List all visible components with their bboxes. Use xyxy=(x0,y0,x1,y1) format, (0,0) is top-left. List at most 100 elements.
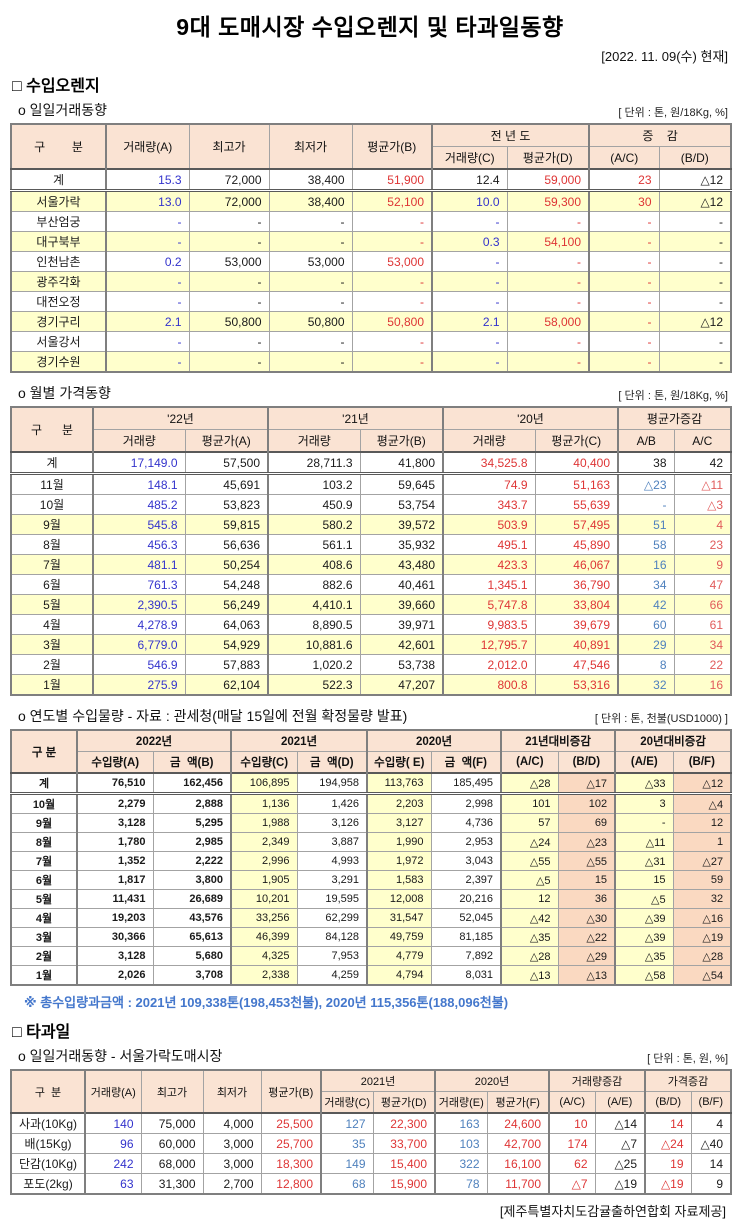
column-header: (A/C) xyxy=(500,751,559,774)
provider-note: [제주특별자치도감귤출하연합회 자료제공] xyxy=(499,1204,726,1219)
data-cell: 47,546 xyxy=(534,654,619,675)
data-cell: 16 xyxy=(617,554,675,575)
data-cell: 65,613 xyxy=(152,927,232,947)
data-cell: 25,500 xyxy=(260,1112,322,1134)
data-cell: 76,510 xyxy=(76,772,154,794)
data-cell: 2.1 xyxy=(105,311,190,332)
data-cell: 45,890 xyxy=(534,534,619,555)
data-cell: △5 xyxy=(500,870,559,890)
data-cell: 1 xyxy=(672,832,732,852)
row-label: 9월 xyxy=(10,514,94,535)
data-cell: △39 xyxy=(614,927,674,947)
data-cell: - xyxy=(268,291,353,312)
table-row: 2월 546.9 57,883 1,020.2 53,738 2,012.0 47,546 8… xyxy=(10,654,732,675)
column-header: 거래량증감 xyxy=(547,1069,646,1092)
unit-note-monthly: [ 단위 : 톤, 원/18Kg, %] xyxy=(618,390,728,402)
data-cell: 41,800 xyxy=(359,451,444,474)
data-cell: 10,201 xyxy=(230,889,298,909)
row-label: 5월 xyxy=(10,594,94,615)
data-cell: △27 xyxy=(672,851,732,871)
data-cell: 4,278.9 xyxy=(92,614,186,635)
data-cell: 3 xyxy=(614,793,674,814)
data-cell: △54 xyxy=(672,965,732,986)
column-header: 2020년 xyxy=(366,729,502,752)
data-cell: 9 xyxy=(673,554,732,575)
column-header: 최저가 xyxy=(268,123,353,170)
data-cell: 35 xyxy=(320,1133,374,1154)
data-cell: 59,815 xyxy=(184,514,269,535)
column-header: 금 액(B) xyxy=(152,751,232,774)
data-cell: 4,325 xyxy=(230,946,298,966)
table-row: 대구북부 - - - -0.3 54,100- - xyxy=(10,231,732,252)
table-row: 인천남촌 0.2 53,000 53,000 53,000- - - - xyxy=(10,251,732,272)
column-header: 수입량(C) xyxy=(230,751,298,774)
data-cell: 162,456 xyxy=(152,772,232,794)
data-cell: △7 xyxy=(548,1173,596,1195)
data-cell: 8,890.5 xyxy=(267,614,361,635)
data-cell: △16 xyxy=(672,908,732,928)
data-cell: - xyxy=(588,351,660,373)
data-cell: 72,000 xyxy=(188,168,270,191)
data-cell: 1,817 xyxy=(76,870,154,890)
column-header: '22년 xyxy=(92,406,269,430)
row-label: 사과(10Kg) xyxy=(10,1112,86,1134)
column-header: 수입량(A) xyxy=(76,751,154,774)
row-label: 1월 xyxy=(10,965,78,986)
column-header: 평균가(B) xyxy=(351,123,433,170)
column-header: 평균가(B) xyxy=(260,1069,322,1114)
data-cell: 56,636 xyxy=(184,534,269,555)
row-label: 8월 xyxy=(10,534,94,555)
data-cell: 140 xyxy=(84,1112,142,1134)
data-cell: - xyxy=(506,271,590,292)
column-header: 2021년 xyxy=(230,729,368,752)
data-cell: 2,953 xyxy=(430,832,502,852)
data-cell: 12,795.7 xyxy=(442,634,536,655)
data-cell: - xyxy=(588,251,660,272)
table-row: 계 15.3 72,000 38,400 51,900 12.4 59,000 23 △12 xyxy=(10,168,732,191)
data-cell: 10.0 xyxy=(431,190,508,212)
data-cell: △23 xyxy=(617,473,675,495)
data-cell: 2,203 xyxy=(366,793,432,814)
data-cell: 16 xyxy=(673,674,732,696)
data-cell: 2,390.5 xyxy=(92,594,186,615)
table-row: 2월 3,128 5,680 4,325 7,953 4,779 7,892 △28 △29 △3… xyxy=(10,946,732,966)
data-cell: 174 xyxy=(548,1133,596,1154)
section-heading-other-fruit: □ 타과일 xyxy=(12,1024,71,1041)
table-row: 4월 19,203 43,576 33,256 62,299 31,547 52,045 △4… xyxy=(10,908,732,928)
data-cell: △19 xyxy=(594,1173,646,1195)
data-cell: 61 xyxy=(673,614,732,635)
data-cell: 54,248 xyxy=(184,574,269,595)
table-row: 계 17,149.0 57,500 28,711.3 41,800 34,525.8 40,… xyxy=(10,451,732,474)
data-cell: - xyxy=(506,331,590,352)
data-cell: 800.8 xyxy=(442,674,536,696)
data-cell: △39 xyxy=(614,908,674,928)
column-header: 금 액(F) xyxy=(430,751,502,774)
data-cell: 22,300 xyxy=(372,1112,436,1134)
data-cell: 59,300 xyxy=(506,190,590,212)
column-header: 2021년 xyxy=(320,1069,436,1092)
data-cell: △17 xyxy=(557,772,616,794)
row-label: 광주각화 xyxy=(10,271,107,292)
row-label: 대전오정 xyxy=(10,291,107,312)
data-cell: 7,953 xyxy=(296,946,368,966)
column-header: 전 년 도 xyxy=(430,123,590,147)
data-cell: - xyxy=(188,291,270,312)
data-cell: 3,708 xyxy=(152,965,232,986)
data-cell: - xyxy=(617,494,675,515)
data-cell: 19 xyxy=(644,1153,692,1174)
data-cell: 16,100 xyxy=(486,1153,550,1174)
data-cell: 22 xyxy=(673,654,732,675)
column-header: 최저가 xyxy=(202,1069,262,1114)
row-label: 4월 xyxy=(10,614,94,635)
data-cell: 561.1 xyxy=(267,534,361,555)
data-cell: 24,600 xyxy=(486,1112,550,1134)
data-cell: 19,595 xyxy=(296,889,368,909)
page-title: 9대 도매시장 수입오렌지 및 타과일동향 xyxy=(176,14,564,40)
table-row: 서울강서 - - - - - - - - xyxy=(10,331,732,352)
table-row: 3월 30,366 65,613 46,399 84,128 49,759 81,185 △3… xyxy=(10,927,732,947)
data-cell: 31,300 xyxy=(140,1173,204,1195)
table-row: 경기구리 2.1 50,800 50,800 50,800 2.1 58,000- △12 xyxy=(10,311,732,332)
data-cell: △28 xyxy=(500,946,559,966)
table-row: 대전오정 - - - - - - - - xyxy=(10,291,732,312)
data-cell: 39,971 xyxy=(359,614,444,635)
